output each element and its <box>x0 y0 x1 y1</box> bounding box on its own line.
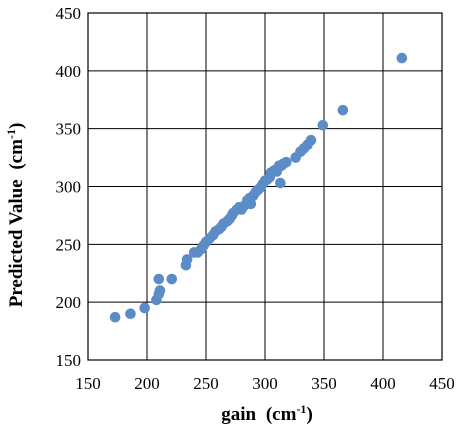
x-axis-tick-labels: 150 200 250 300 350 400 450 <box>75 374 455 393</box>
y-tick-label: 200 <box>56 293 82 312</box>
y-axis-unit-close: ) <box>6 123 27 129</box>
data-point <box>139 302 150 314</box>
y-tick-label: 300 <box>56 178 82 197</box>
y-tick-label: 400 <box>56 62 82 81</box>
y-tick-label: 450 <box>56 4 82 23</box>
y-axis-tick-labels: 150 200 250 300 350 400 450 <box>56 4 82 370</box>
x-axis-title: gain (cm-1) <box>221 402 313 425</box>
x-tick-label: 400 <box>370 374 396 393</box>
y-axis-title: Predicted Value (cm-1) <box>4 123 27 308</box>
x-axis-title-text: gain <box>221 404 256 425</box>
x-tick-label: 350 <box>311 374 337 393</box>
plot-area-frame <box>87 12 443 361</box>
x-axis-unit-close: ) <box>306 404 312 425</box>
data-point <box>109 311 121 323</box>
x-axis-unit: (cm <box>266 404 297 425</box>
data-point <box>245 198 257 210</box>
data-point <box>153 273 165 285</box>
data-point <box>125 308 136 320</box>
data-point <box>305 134 317 146</box>
x-axis-unit-superscript: -1 <box>296 402 306 416</box>
data-point <box>396 52 408 64</box>
x-tick-label: 250 <box>193 374 219 393</box>
x-tick-label: 300 <box>252 374 278 393</box>
data-point <box>181 254 193 265</box>
y-tick-label: 350 <box>56 120 82 139</box>
x-tick-label: 450 <box>429 374 455 393</box>
data-point <box>154 285 166 296</box>
data-point <box>275 177 286 189</box>
y-tick-label: 150 <box>56 351 82 370</box>
x-tick-label: 150 <box>75 374 101 393</box>
data-point <box>166 273 178 285</box>
data-point <box>337 104 349 116</box>
data-points <box>109 52 408 323</box>
y-axis-unit: (cm <box>6 139 27 170</box>
data-point <box>317 119 329 131</box>
y-axis-unit-superscript: -1 <box>4 129 18 139</box>
data-point <box>280 156 292 168</box>
x-tick-label: 200 <box>134 374 160 393</box>
y-axis-title-text: Predicted Value <box>6 179 27 307</box>
y-tick-label: 250 <box>56 235 82 254</box>
